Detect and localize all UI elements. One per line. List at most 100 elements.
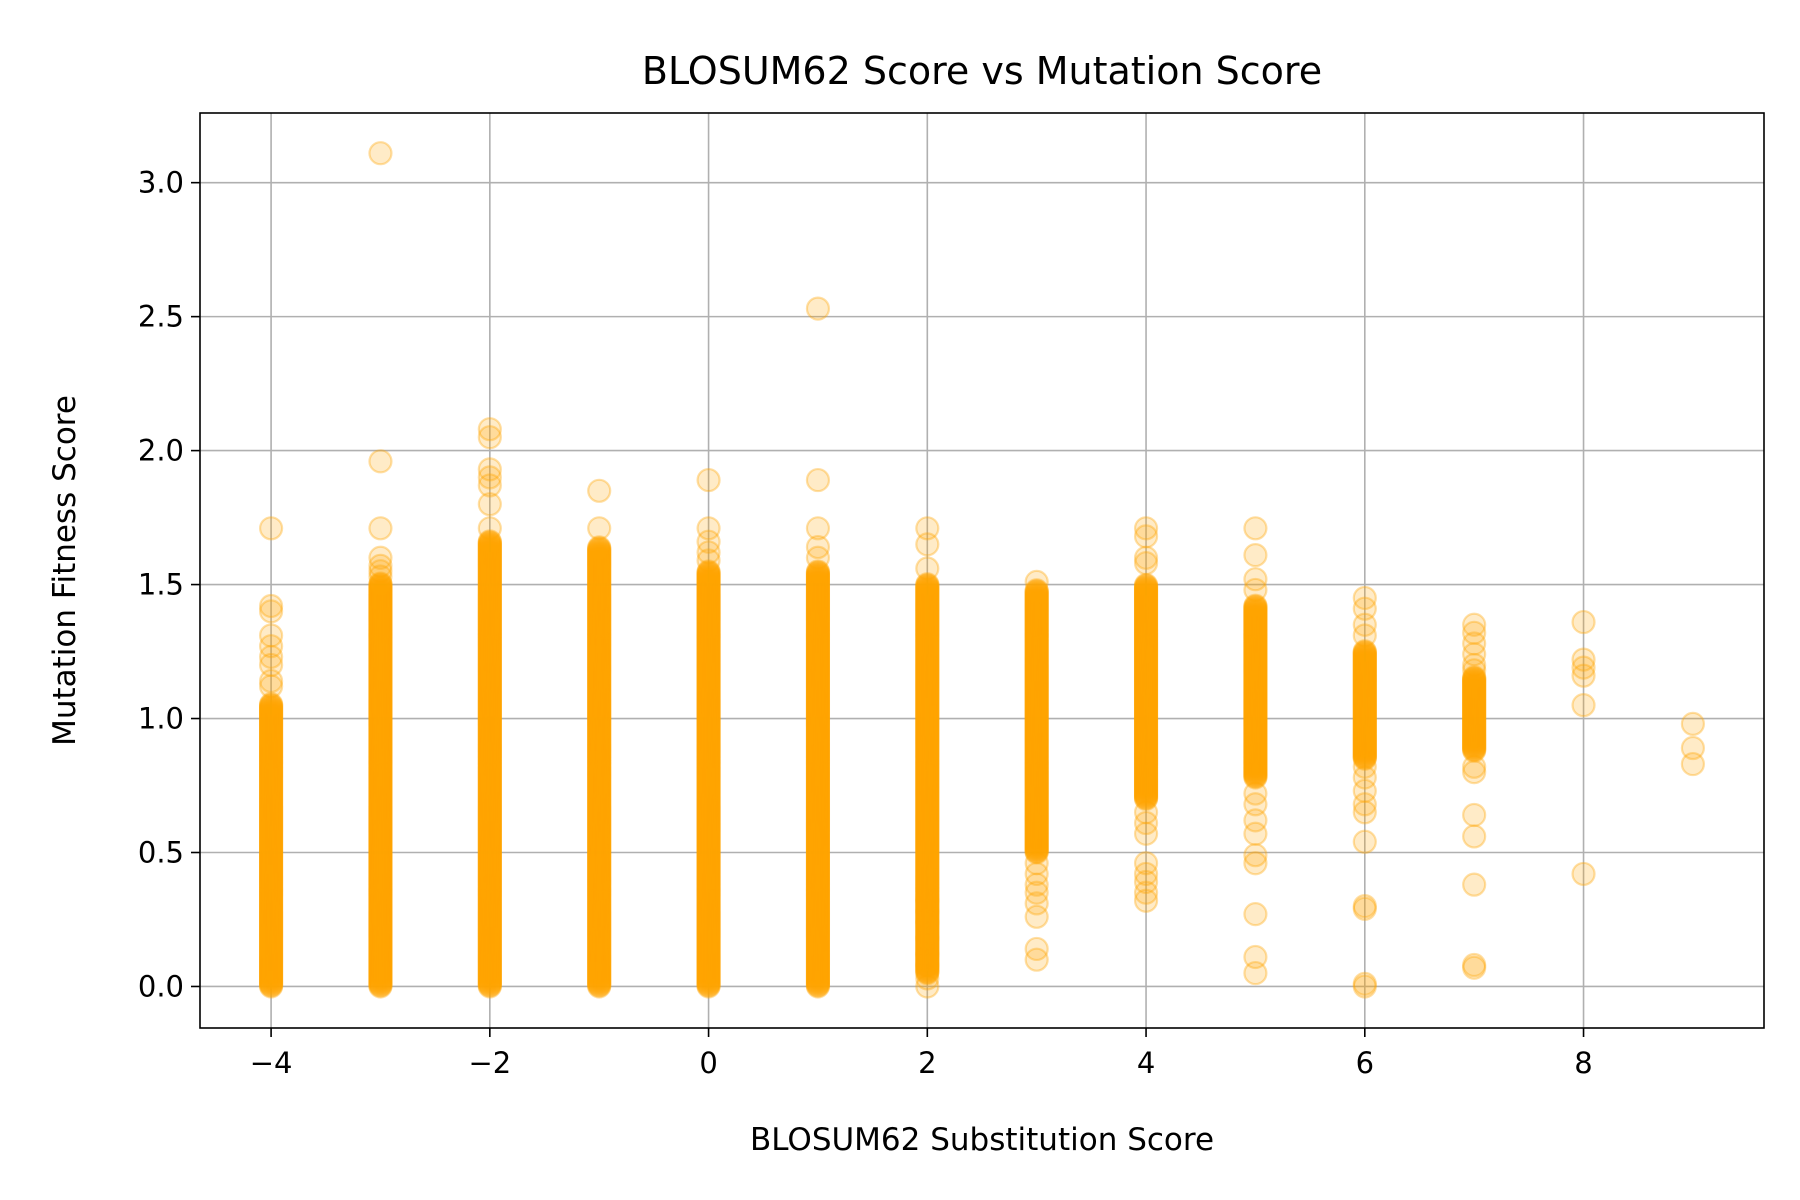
scatter-point <box>258 841 284 866</box>
scatter-point <box>258 836 284 861</box>
scatter-point <box>258 971 284 996</box>
scatter-point <box>258 787 284 812</box>
scatter-point <box>258 970 284 995</box>
scatter-point <box>915 556 940 581</box>
scatter-point <box>258 712 284 737</box>
scatter-point <box>258 938 284 963</box>
scatter-point <box>258 955 284 980</box>
scatter-point <box>258 963 284 988</box>
scatter-point <box>258 746 284 771</box>
scatter-point <box>1462 872 1487 897</box>
scatter-point <box>258 783 284 808</box>
scatter-point <box>258 797 284 822</box>
scatter-point <box>258 802 284 827</box>
scatter-point <box>258 929 284 954</box>
scatter-point <box>258 892 284 918</box>
scatter-point <box>258 889 284 915</box>
scatter-point <box>258 702 284 727</box>
scatter-point <box>258 710 284 735</box>
y-axis-label: Mutation Fitness Score <box>47 395 83 746</box>
scatter-point <box>258 966 284 991</box>
scatter-point <box>258 886 284 912</box>
scatter-point <box>258 729 284 754</box>
scatter-point <box>258 623 284 648</box>
scatter-point <box>258 779 284 804</box>
scatter-point <box>368 923 393 948</box>
scatter-point <box>258 911 284 936</box>
y-tick-label: 1.5 <box>138 568 184 602</box>
scatter-point <box>258 720 284 745</box>
scatter-point <box>258 803 284 828</box>
scatter-point <box>258 897 284 922</box>
scatter-point <box>587 478 612 503</box>
x-tick-label: 6 <box>1356 1046 1374 1080</box>
scatter-point <box>258 959 284 984</box>
scatter-point <box>258 909 284 934</box>
scatter-point <box>258 832 284 857</box>
scatter-point <box>258 852 284 877</box>
scatter-point <box>258 900 284 925</box>
scatter-point <box>258 692 284 717</box>
scatter-point <box>368 939 393 964</box>
scatter-point <box>368 516 393 541</box>
scatter-point <box>258 953 284 978</box>
scatter-point <box>258 936 284 961</box>
scatter-point <box>258 898 284 923</box>
scatter-point <box>258 916 284 941</box>
scatter-point <box>368 946 393 971</box>
scatter-point <box>258 808 284 833</box>
scatter-point <box>1352 829 1377 854</box>
scatter-point <box>258 937 284 962</box>
scatter-point <box>258 884 284 910</box>
scatter-point <box>258 735 284 760</box>
y-tick-label: 2.0 <box>138 434 184 468</box>
scatter-point <box>587 516 612 541</box>
scatter-point <box>258 912 284 937</box>
scatter-point <box>258 732 284 757</box>
scatter-point <box>258 918 284 943</box>
scatter-point <box>258 722 284 747</box>
scatter-point <box>258 790 284 815</box>
scatter-point <box>258 817 284 842</box>
chart-title: BLOSUM62 Score vs Mutation Score <box>642 49 1322 93</box>
scatter-point <box>696 467 721 493</box>
scatter-point <box>258 794 284 819</box>
scatter-point <box>258 933 284 958</box>
scatter-point <box>1571 663 1596 688</box>
scatter-point <box>258 927 284 952</box>
scatter-point <box>368 938 393 963</box>
scatter-point <box>368 967 393 992</box>
scatter-point <box>258 972 284 997</box>
scatter-point <box>1133 551 1159 576</box>
scatter-point <box>258 727 284 752</box>
scatter-point <box>258 725 284 750</box>
scatter-point <box>258 744 284 769</box>
scatter-point <box>258 962 284 987</box>
scatter-point <box>368 973 393 998</box>
scatter-point <box>258 920 284 945</box>
scatter-point <box>258 883 284 909</box>
scatter-point <box>258 923 284 948</box>
scatter-point <box>258 703 284 728</box>
scatter-point <box>258 838 284 863</box>
scatter-point <box>1462 760 1487 785</box>
scatter-point <box>258 706 284 731</box>
scatter-point <box>258 776 284 801</box>
scatter-point <box>258 828 284 853</box>
scatter-point <box>258 757 284 782</box>
scatter-point <box>258 891 284 917</box>
scatter-point <box>258 762 284 787</box>
scatter-point <box>258 851 284 876</box>
scatter-point <box>477 425 502 450</box>
scatter-point <box>258 910 284 935</box>
scatter-point <box>368 945 393 970</box>
scatter-point <box>258 964 284 989</box>
scatter-point <box>1243 577 1268 603</box>
scatter-point <box>258 922 284 947</box>
scatter-point <box>258 755 284 780</box>
x-tick-label: −2 <box>468 1046 511 1080</box>
scatter-point <box>258 816 284 841</box>
scatter-point <box>258 774 284 799</box>
scatter-point <box>368 955 393 980</box>
scatter-point <box>258 801 284 826</box>
